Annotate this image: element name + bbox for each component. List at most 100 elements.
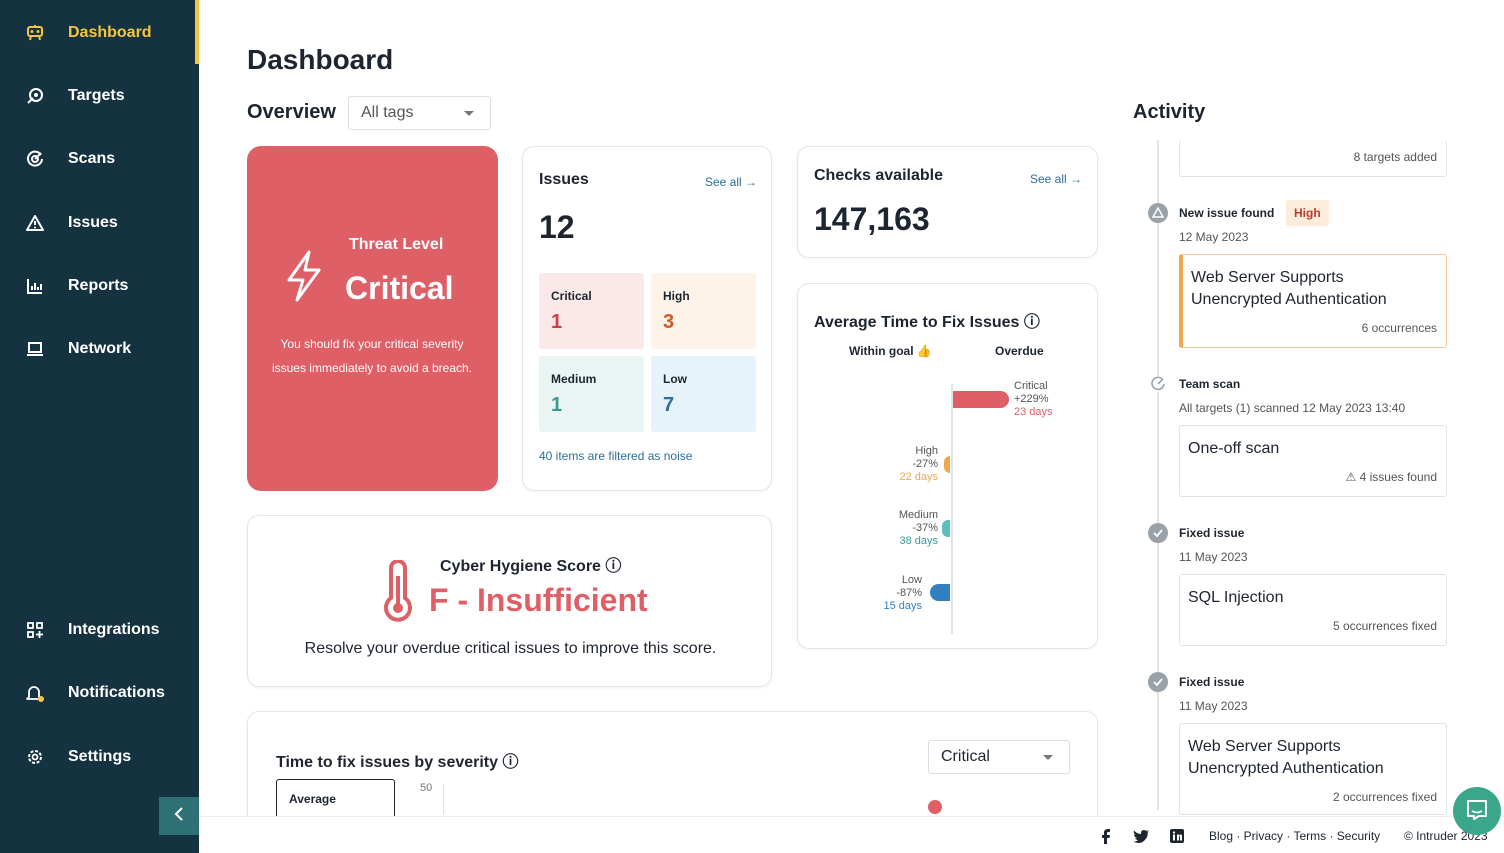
chat-icon [1465,798,1489,825]
threat-level-card: Threat Level Critical You should fix you… [247,146,498,491]
scans-icon [25,149,45,169]
sidebar-item-label: Network [68,340,132,357]
sidebar: Dashboard Targets Scans Issues Reports N… [0,0,199,853]
overdue-label: Overdue [995,344,1044,358]
high-bar-label: High -27% 22 days [899,445,938,483]
y-axis-line [443,784,444,814]
high-bar [944,456,950,473]
sidebar-item-issues[interactable]: Issues [0,203,199,243]
thermometer-icon [378,559,418,629]
severity-name: Medium [551,372,597,386]
collapse-sidebar-button[interactable] [159,797,199,835]
sidebar-item-targets[interactable]: Targets [0,76,199,116]
severity-select[interactable]: Critical [928,740,1070,774]
threat-level-description: You should fix your critical severity is… [271,337,473,375]
activity-card[interactable]: Web Server Supports Unencrypted Authenti… [1179,254,1447,348]
tag-filter-value: All tags [361,104,414,121]
medium-bar [942,520,950,537]
activity-event-date: 11 May 2023 [1179,550,1248,564]
bar-chart-icon [25,276,45,296]
checks-see-all-link[interactable]: See all → [1030,172,1083,186]
threat-level-label: Threat Level [349,236,444,253]
severity-count: 1 [551,311,563,333]
severity-count: 3 [663,311,675,333]
activity-card[interactable]: Web Server Supports Unencrypted Authenti… [1179,723,1447,815]
checks-title: Checks available [814,167,943,184]
hygiene-description: Resolve your overdue critical issues to … [304,640,717,657]
activity-event-head: Fixed issue [1179,675,1245,689]
checkmark-icon [1148,672,1168,692]
activity-card-meta: 5 occurrences fixed [1332,619,1437,633]
cyber-hygiene-card: Cyber Hygiene Score ⓘ F - Insufficient R… [247,515,772,687]
issues-total: 12 [539,209,575,245]
severity-count: 1 [551,394,563,416]
issues-title: Issues [539,171,589,188]
chevron-down-icon [1043,755,1053,760]
checks-value: 147,163 [814,201,930,237]
time-to-fix-title: Time to fix issues by severity ⓘ [276,754,519,771]
avg-time-title: Average Time to Fix Issues ⓘ [814,314,1040,331]
y-axis-tick: 50 [420,782,433,794]
average-tab[interactable]: Average [276,779,395,819]
activity-card[interactable]: SQL Injection 5 occurrences fixed [1179,574,1447,646]
issues-see-all-link[interactable]: See all → [705,175,758,189]
severity-low-box[interactable]: Low 7 [651,356,756,432]
activity-card[interactable]: 8 targets added [1179,140,1447,177]
sidebar-item-network[interactable]: Network [0,329,199,369]
page-title: Dashboard [247,44,394,75]
activity-card-meta: 2 occurrences fixed [1332,790,1437,804]
sidebar-item-label: Scans [68,150,116,167]
severity-name: Critical [551,289,592,303]
severity-name: Low [663,372,687,386]
sidebar-item-reports[interactable]: Reports [0,266,199,306]
activity-card-meta: 6 occurrences [1361,321,1437,335]
sidebar-item-settings[interactable]: Settings [0,737,199,777]
activity-event-head: Fixed issue [1179,526,1245,540]
sidebar-item-integrations[interactable]: Integrations [0,610,199,650]
issues-card: Issues See all → 12 Critical 1 High 3 Me… [522,146,772,491]
activity-card[interactable]: One-off scan ⚠ 4 issues found [1179,425,1447,497]
within-goal-label: Within goal 👍 [849,344,932,358]
linkedin-icon[interactable] [1170,829,1184,848]
sidebar-item-label: Notifications [68,684,165,701]
chevron-down-icon [464,111,474,116]
severity-critical-box[interactable]: Critical 1 [539,273,644,349]
sidebar-item-label: Dashboard [68,24,152,41]
bell-icon [25,683,45,703]
activity-card-title: One-off scan [1188,440,1280,457]
dashboard-icon [25,23,45,43]
sidebar-item-label: Targets [68,87,125,104]
activity-card-meta: 8 targets added [1353,150,1437,164]
activity-event-head: Team scan [1179,377,1241,391]
sidebar-item-notifications[interactable]: Notifications [0,673,199,713]
targets-icon [25,86,45,106]
hygiene-title: Cyber Hygiene Score ⓘ [440,558,622,575]
checks-card: Checks available See all → 147,163 [797,146,1098,258]
sidebar-item-scans[interactable]: Scans [0,139,199,179]
severity-high-box[interactable]: High 3 [651,273,756,349]
twitter-icon[interactable] [1133,829,1149,848]
severity-count: 7 [663,394,675,416]
chat-button[interactable] [1453,787,1501,835]
laptop-icon [25,339,45,359]
activity-event-date: All targets (1) scanned 12 May 2023 13:4… [1179,401,1406,415]
goal-axis-line [951,384,953,634]
chart-point [928,800,942,814]
activity-card-title: Web Server Supports Unencrypted Authenti… [1191,269,1387,308]
critical-bar [953,391,1009,408]
avg-time-card: Average Time to Fix Issues ⓘ Within goal… [797,283,1098,649]
facebook-icon[interactable] [1101,829,1111,849]
low-bar-label: Low -87% 15 days [883,574,922,612]
activity-event-date: 11 May 2023 [1179,699,1248,713]
noise-filter-link[interactable]: 40 items are filtered as noise [539,449,693,463]
threat-level-value: Critical [345,270,454,306]
checkmark-icon [1148,523,1168,543]
activity-card-title: SQL Injection [1188,589,1284,606]
footer-links[interactable]: Blog · Privacy · Terms · Security [1209,829,1381,843]
activity-title: Activity [1133,101,1206,123]
severity-medium-box[interactable]: Medium 1 [539,356,644,432]
tag-filter-select[interactable]: All tags [348,96,491,130]
severity-select-value: Critical [941,748,990,765]
sidebar-item-dashboard[interactable]: Dashboard [0,13,199,53]
sidebar-item-label: Reports [68,277,129,294]
